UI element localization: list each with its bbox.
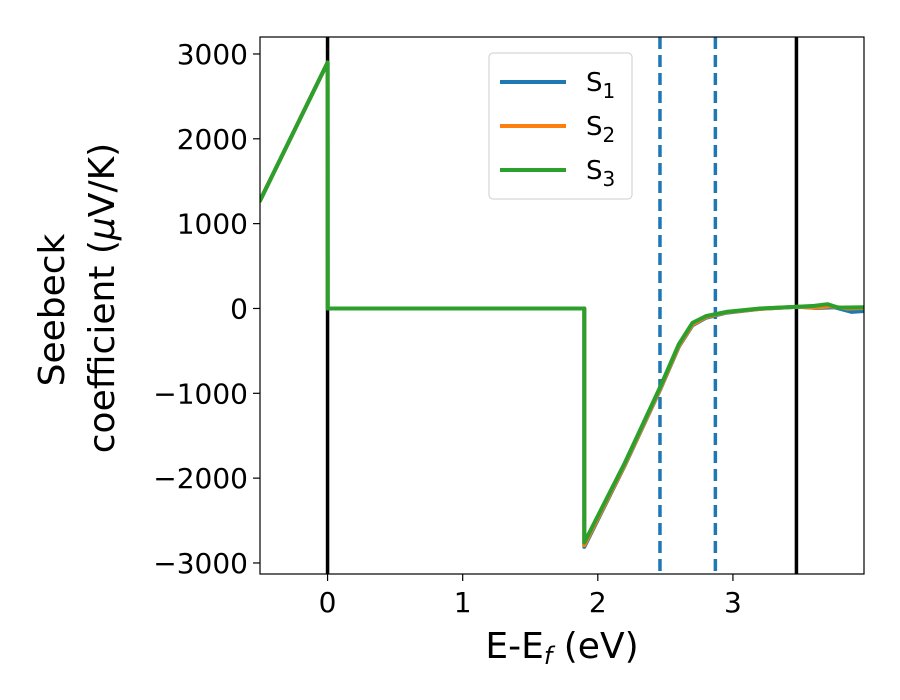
legend-label-s3: S3 <box>586 156 615 191</box>
x-tick-label: 1 <box>454 586 472 619</box>
y-tick-label: −2000 <box>153 462 248 495</box>
y-axis-title-mu: μ <box>82 217 123 241</box>
series-line-s3 <box>260 60 864 545</box>
x-axis-title: E-Ef (eV) <box>485 626 638 670</box>
y-tick-label: 1000 <box>177 208 248 241</box>
legend-label-s1: S1 <box>586 68 615 103</box>
y-axis-title-coefficient: coefficient ( <box>82 240 123 453</box>
x-tick-label: 3 <box>724 586 742 619</box>
y-axis-title-unit: V/K) <box>82 143 123 217</box>
y-tick-label: −1000 <box>153 377 248 410</box>
y-axis-title-line2: coefficient (μV/K) <box>82 143 123 453</box>
x-tick-label: 0 <box>319 586 337 619</box>
x-axis-title-main: E-E <box>485 626 543 667</box>
y-tick-label: 0 <box>230 292 248 325</box>
legend: S1 S2 S3 <box>488 52 633 200</box>
legend-label-s2: S2 <box>586 112 615 147</box>
y-tick-label: 3000 <box>177 38 248 71</box>
x-axis-title-unit: (eV) <box>552 626 638 667</box>
y-tick-label: 2000 <box>177 123 248 156</box>
y-axis-title-line1: Seebeck <box>32 233 73 386</box>
plot-frame <box>259 36 865 575</box>
x-tick-label: 2 <box>589 586 607 619</box>
y-tick-label: −3000 <box>153 547 248 580</box>
